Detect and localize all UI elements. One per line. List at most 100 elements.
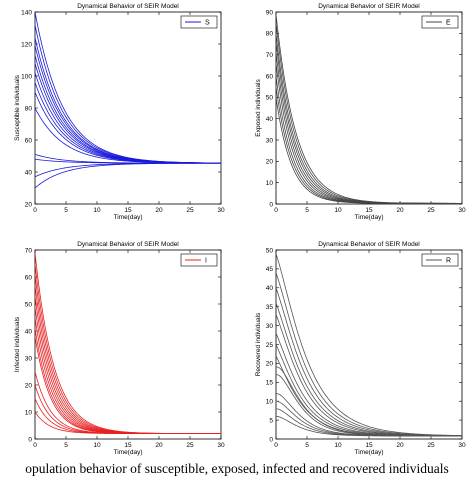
infected-series-line [35,317,221,434]
infected-y-axis-label: Infected individuals [14,316,21,372]
exposed-y-tick-label: 30 [266,137,274,144]
recovered-y-tick-label: 50 [266,247,274,254]
susceptible-series-line [35,91,221,164]
susceptible-series-line [35,162,221,178]
susceptible-legend: S [180,15,218,29]
exposed-series-line [276,97,462,204]
susceptible-series-group [35,12,221,189]
exposed-series-line [276,14,462,204]
susceptible-chart-title: Dynamical Behavior of SEIR Model [77,3,179,10]
infected-x-tick-label: 25 [186,442,194,449]
exposed-x-tick-label: 0 [274,207,278,214]
infected-legend-label: I [205,258,207,265]
susceptible-y-tick-label: 120 [21,41,32,48]
infected-chart-title: Dynamical Behavior of SEIR Model [77,241,179,248]
infected-series-line [35,285,221,434]
exposed-y-tick-label: 40 [266,116,274,123]
susceptible-y-tick-label: 40 [25,169,33,176]
infected-x-tick-label: 0 [33,442,37,449]
susceptible-x-tick-label: 25 [186,207,194,214]
recovered-x-tick-label: 15 [365,442,373,449]
susceptible-series-line [35,55,221,164]
susceptible-plot-frame [34,11,222,205]
exposed-series-line [276,41,462,204]
infected-series-line [35,411,221,434]
exposed-x-tick-label: 30 [458,207,466,214]
infected-series-line [35,295,221,434]
exposed-series-line [276,63,462,204]
exposed-x-tick-label: 5 [305,207,309,214]
recovered-legend: R [421,253,459,267]
recovered-x-tick-label: 25 [427,442,435,449]
recovered-x-tick-label: 10 [334,442,342,449]
infected-x-tick-label: 30 [217,442,225,449]
recovered-x-axis-label: Time(day) [354,449,383,456]
recovered-y-tick-label: 15 [266,380,274,387]
infected-x-axis-label: Time(day) [113,449,142,456]
exposed-x-tick-label: 10 [334,207,342,214]
exposed-y-tick-label: 80 [266,31,274,38]
recovered-y-tick-label: 45 [266,266,274,273]
recovered-x-tick-label: 0 [274,442,278,449]
recovered-series-line [276,302,462,437]
recovered-series-line [276,272,462,437]
susceptible-series-line [35,12,221,164]
recovered-series-line [276,333,462,437]
exposed-x-tick-label: 20 [396,207,404,214]
infected-series-line [35,263,221,434]
recovered-y-tick-label: 35 [266,304,274,311]
infected-legend: I [180,253,218,267]
recovered-series-line [276,314,462,437]
recovered-series-group [276,253,462,437]
recovered-y-tick-label: 40 [266,285,274,292]
infected-y-tick-label: 30 [25,355,33,362]
infected-series-line [35,398,221,434]
infected-chart: Dynamical Behavior of SEIR Model 0 5 10 15 20… [14,241,225,456]
susceptible-x-tick-label: 5 [64,207,68,214]
exposed-y-axis-label: Exposed individuals [255,79,262,137]
infected-x-tick-label: 15 [124,442,132,449]
recovered-y-tick-label: 5 [269,417,273,424]
infected-series-line [35,336,221,434]
exposed-y-tick-label: 60 [266,73,274,80]
susceptible-chart: Dynamical Behavior of SEIR Model 0 5 10 15 20… [14,3,225,221]
infected-plot-frame [34,249,222,440]
infected-y-tick-label: 20 [25,382,33,389]
infected-y-tick-label: 10 [25,409,33,416]
exposed-y-tick-label: 0 [269,201,273,208]
exposed-chart: Dynamical Behavior of SEIR Model 0 5 10 15 20… [255,3,466,221]
susceptible-y-tick-label: 80 [25,105,33,112]
susceptible-series-line [35,72,221,164]
infected-series-line [35,328,221,434]
recovered-x-tick-label: 20 [396,442,404,449]
infected-x-tick-label: 5 [64,442,68,449]
exposed-y-tick-label: 20 [266,159,274,166]
recovered-y-axis-label: Recovered individuals [255,312,262,376]
exposed-legend: E [421,15,459,29]
susceptible-x-tick-label: 0 [33,207,37,214]
figure-caption: opulation behavior of susceptible, expos… [25,461,449,476]
infected-series-group [35,252,221,434]
susceptible-x-tick-label: 15 [124,207,132,214]
exposed-y-tick-label: 50 [266,95,274,102]
susceptible-y-axis-label: Susceptible individuals [14,74,21,141]
susceptible-series-line [35,45,221,164]
recovered-y-tick-label: 30 [266,323,274,330]
exposed-y-tick-label: 70 [266,52,274,59]
infected-y-tick-label: 60 [25,274,33,281]
recovered-x-tick-label: 30 [458,442,466,449]
recovered-chart-title: Dynamical Behavior of SEIR Model [318,241,420,248]
recovered-y-tick-label: 25 [266,342,274,349]
infected-y-tick-label: 70 [25,247,33,254]
susceptible-x-tick-label: 20 [155,207,163,214]
susceptible-series-line [35,63,221,164]
exposed-series-group [276,14,462,204]
susceptible-y-tick-label: 20 [25,201,33,208]
recovered-y-tick-label: 20 [266,361,274,368]
exposed-x-tick-label: 25 [427,207,435,214]
recovered-y-tick-label: 10 [266,399,274,406]
recovered-series-line [276,253,462,436]
exposed-legend-label: E [446,20,451,27]
susceptible-series-line [35,37,221,164]
